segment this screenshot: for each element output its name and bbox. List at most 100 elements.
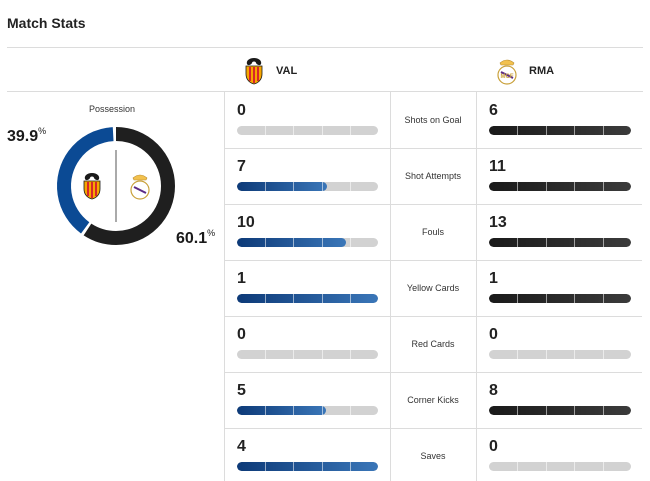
home-stat-bar-track — [237, 406, 378, 415]
home-possession-pct: 39.9% — [7, 126, 47, 145]
row-divider — [224, 316, 642, 317]
away-stat-bar-track — [489, 238, 631, 247]
home-stat-bar-fill — [237, 462, 378, 471]
bar-segment-tick — [349, 126, 351, 135]
away-stat-bar-track — [489, 350, 631, 359]
bar-segment-tick — [545, 294, 547, 303]
bar-segment-tick — [602, 406, 604, 415]
bar-segment-tick — [574, 462, 576, 471]
away-possession-pct: 60.1% — [176, 228, 216, 247]
bar-segment-tick — [545, 462, 547, 471]
stat-label: Corner Kicks — [407, 395, 459, 405]
bar-segment-tick — [265, 406, 267, 415]
bar-segment-tick — [293, 126, 295, 135]
home-stat-bar-track — [237, 350, 378, 359]
bar-segment-tick — [321, 462, 323, 471]
bar-segment-tick — [574, 126, 576, 135]
bar-segment-tick — [574, 294, 576, 303]
bar-segment-tick — [265, 294, 267, 303]
label-column-left-divider — [390, 92, 391, 481]
bar-segment-tick — [602, 238, 604, 247]
bar-segment-tick — [321, 182, 323, 191]
home-stat-bar-track — [237, 126, 378, 135]
possession-donut-chart — [57, 127, 175, 245]
bar-segment-tick — [517, 126, 519, 135]
bar-segment-tick — [293, 406, 295, 415]
home-stat-value: 1 — [237, 270, 246, 287]
home-stat-value: 10 — [237, 214, 255, 231]
header-divider — [7, 91, 643, 92]
home-stat-bar-fill — [237, 238, 346, 247]
title-divider — [7, 47, 643, 48]
bar-segment-tick — [349, 294, 351, 303]
row-divider — [224, 372, 642, 373]
bar-segment-tick — [545, 238, 547, 247]
valencia-crest-icon — [83, 173, 101, 200]
row-divider — [224, 204, 642, 205]
home-stat-value: 0 — [237, 102, 246, 119]
away-team-abbr: RMA — [529, 65, 555, 77]
away-stat-value: 13 — [489, 214, 507, 231]
real-madrid-crest-icon — [130, 174, 150, 200]
bar-segment-tick — [349, 406, 351, 415]
row-divider — [224, 260, 642, 261]
home-stat-bar-fill — [237, 406, 326, 415]
bar-segment-tick — [321, 126, 323, 135]
bar-segment-tick — [349, 462, 351, 471]
valencia-crest-icon — [245, 58, 263, 85]
bar-segment-tick — [349, 350, 351, 359]
possession-arc-away — [57, 127, 175, 245]
bar-segment-tick — [602, 182, 604, 191]
home-stat-value: 0 — [237, 326, 246, 343]
stat-label: Shots on Goal — [404, 115, 462, 125]
home-stat-bar-track — [237, 182, 378, 191]
bar-segment-tick — [293, 350, 295, 359]
away-stat-bar-track — [489, 294, 631, 303]
away-stat-value: 0 — [489, 438, 498, 455]
bar-segment-tick — [265, 182, 267, 191]
bar-segment-tick — [321, 406, 323, 415]
bar-segment-tick — [545, 350, 547, 359]
bar-segment-tick — [517, 182, 519, 191]
stat-label: Red Cards — [411, 339, 455, 349]
bar-segment-tick — [545, 182, 547, 191]
bar-segment-tick — [265, 350, 267, 359]
away-stat-bar-fill — [489, 406, 631, 415]
bar-segment-tick — [321, 238, 323, 247]
row-divider — [224, 428, 642, 429]
bar-segment-tick — [293, 294, 295, 303]
home-stat-bar-track — [237, 238, 378, 247]
bar-segment-tick — [349, 182, 351, 191]
bar-segment-tick — [602, 126, 604, 135]
home-stat-bar-fill — [237, 294, 378, 303]
away-stat-bar-fill — [489, 182, 631, 191]
bar-segment-tick — [602, 294, 604, 303]
away-stat-bar-fill — [489, 238, 631, 247]
bar-segment-tick — [321, 350, 323, 359]
bar-segment-tick — [265, 238, 267, 247]
away-stat-bar-track — [489, 462, 631, 471]
bar-segment-tick — [602, 462, 604, 471]
away-stat-value: 11 — [489, 158, 506, 175]
bar-segment-tick — [574, 350, 576, 359]
home-team-header: VAL — [241, 55, 297, 87]
bar-segment-tick — [574, 238, 576, 247]
bar-segment-tick — [545, 406, 547, 415]
stat-label: Shot Attempts — [404, 171, 462, 181]
bar-segment-tick — [293, 462, 295, 471]
bar-segment-tick — [517, 238, 519, 247]
away-stat-value: 8 — [489, 382, 498, 399]
page-title: Match Stats — [7, 15, 86, 31]
home-stat-bar-track — [237, 462, 378, 471]
home-stat-value: 4 — [237, 438, 246, 455]
bar-segment-tick — [545, 126, 547, 135]
bar-segment-tick — [517, 350, 519, 359]
home-stat-bar-fill — [237, 182, 328, 191]
row-divider — [224, 148, 642, 149]
home-stat-value: 5 — [237, 382, 246, 399]
bar-segment-tick — [574, 406, 576, 415]
possession-label: Possession — [88, 104, 136, 114]
bar-segment-tick — [265, 126, 267, 135]
away-stat-bar-track — [489, 182, 631, 191]
label-column-right-divider — [476, 92, 477, 481]
